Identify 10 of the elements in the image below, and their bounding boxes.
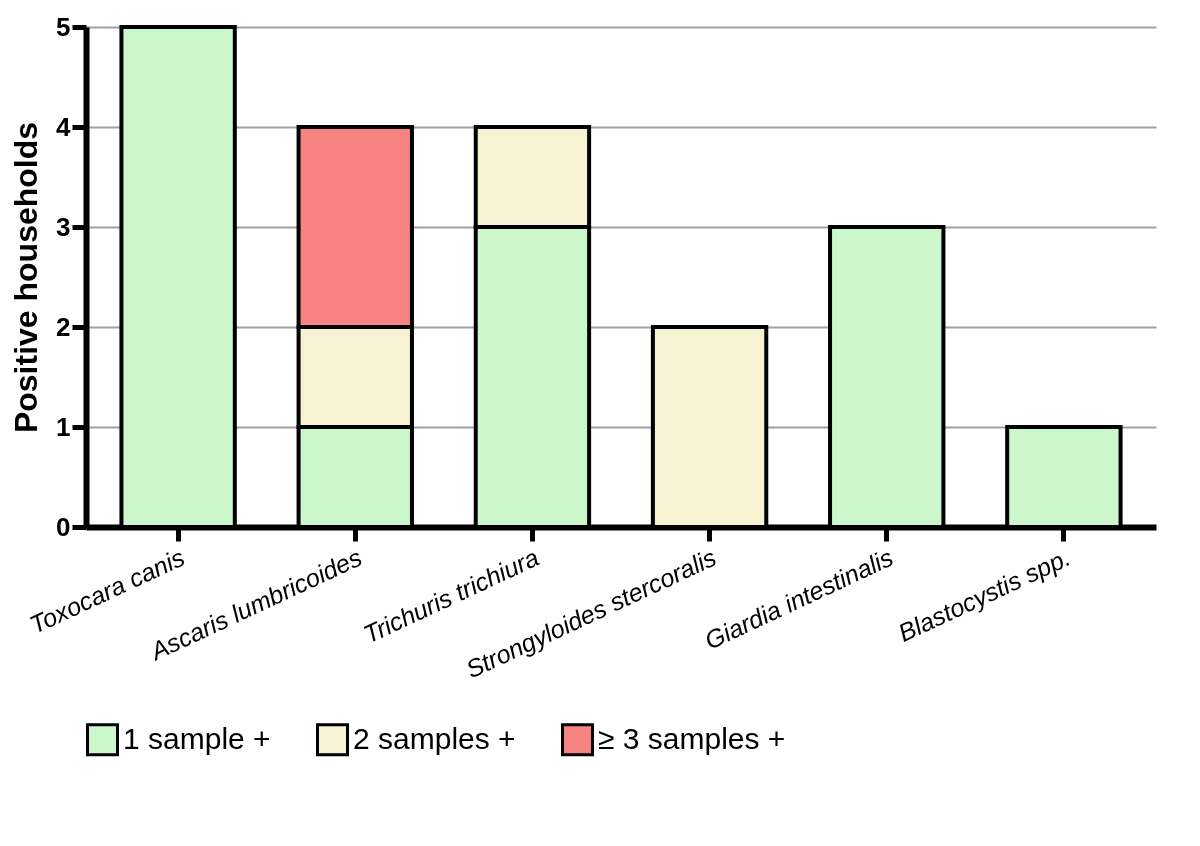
legend-label: ≥ 3 samples + bbox=[598, 721, 786, 755]
legend-label: 1 sample + bbox=[123, 721, 271, 755]
y-tick-label: 0 bbox=[56, 511, 71, 542]
legend-label: 2 samples + bbox=[353, 721, 516, 755]
y-tick-label: 4 bbox=[56, 111, 72, 142]
y-tick-label: 1 bbox=[56, 411, 71, 442]
y-tick-label: 3 bbox=[56, 211, 71, 242]
y-tick-label: 5 bbox=[56, 11, 71, 42]
y-axis-title: Positive households bbox=[8, 121, 45, 434]
y-tick-label: 2 bbox=[56, 311, 71, 342]
